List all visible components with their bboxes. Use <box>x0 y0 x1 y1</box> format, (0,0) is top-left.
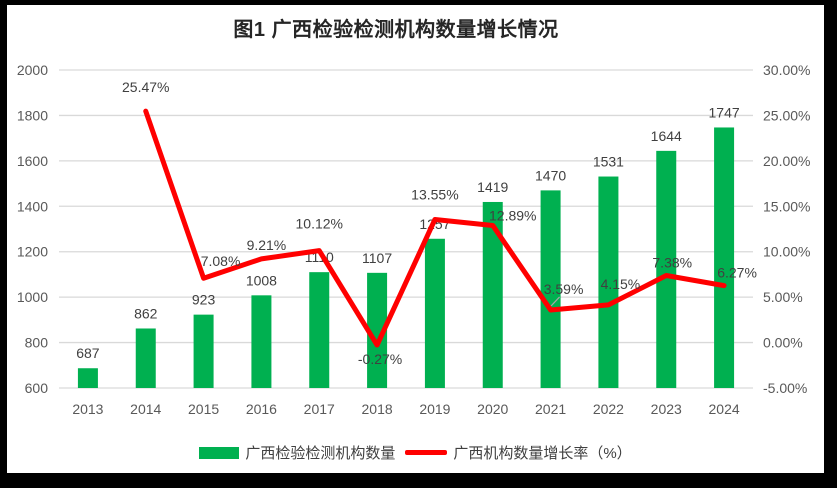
left-axis-tick-label: 1800 <box>17 107 48 123</box>
line-percent-label: 7.08% <box>201 253 241 269</box>
x-axis-tick-label: 2024 <box>709 401 740 417</box>
bar-2023 <box>656 150 677 388</box>
line-percent-label: 6.27% <box>717 265 757 281</box>
bar-value-label: 923 <box>192 292 216 308</box>
bar-2013 <box>77 368 98 388</box>
left-axis-tick-label: 600 <box>25 380 49 396</box>
x-axis-tick-label: 2018 <box>362 401 393 417</box>
bar-value-label: 1008 <box>246 272 277 288</box>
chart-legend: 广西检验检测机构数量 广西机构数量增长率（%） <box>7 442 824 463</box>
bar-2022 <box>598 176 619 388</box>
growth-rate-line <box>143 108 727 348</box>
x-axis-tick-label: 2019 <box>419 401 450 417</box>
bar-value-label: 1747 <box>709 104 740 120</box>
right-axis-tick-label: 25.00% <box>763 107 810 123</box>
right-axis-tick-label: 15.00% <box>763 198 810 214</box>
bar-2015 <box>193 314 214 388</box>
bar-2020 <box>482 201 503 388</box>
x-axis-tick-label: 2014 <box>130 401 161 417</box>
x-axis-tick-label: 2015 <box>188 401 219 417</box>
right-axis-tick-label: 10.00% <box>763 244 810 260</box>
chart-title: 图1 广西检验检测机构数量增长情况 <box>233 19 559 41</box>
line-percent-label: 3.59% <box>544 281 584 297</box>
bar-value-label: 1531 <box>593 154 624 170</box>
line-percent-label: 12.89% <box>489 207 536 223</box>
bar-value-label: 862 <box>134 305 158 321</box>
bar-value-label: 1644 <box>651 128 682 144</box>
left-axis-tick-label: 1000 <box>17 289 48 305</box>
right-axis-tick-label: 5.00% <box>763 289 803 305</box>
bar-value-label: 1107 <box>362 250 392 266</box>
bar-2019 <box>424 238 445 388</box>
left-axis-tick-label: 1600 <box>17 153 48 169</box>
line-percent-label: 10.12% <box>296 216 343 232</box>
x-axis-tick-label: 2022 <box>593 401 624 417</box>
bar-value-label: 1419 <box>477 179 508 195</box>
x-axis-tick-label: 2021 <box>535 401 566 417</box>
bar-value-label: 687 <box>76 345 100 361</box>
x-axis-tick-label: 2017 <box>304 401 335 417</box>
label-leader-line <box>550 296 561 307</box>
left-axis-tick-label: 1200 <box>17 244 48 260</box>
bar-2024 <box>714 127 735 389</box>
legend-line-swatch-icon <box>405 450 448 455</box>
line-percent-label: 25.47% <box>122 79 169 95</box>
bar-2018 <box>367 272 388 388</box>
left-axis-tick-label: 800 <box>25 335 49 351</box>
right-axis-tick-label: 30.00% <box>763 62 810 78</box>
x-axis-tick-label: 2023 <box>651 401 682 417</box>
x-axis-tick-label: 2013 <box>72 401 103 417</box>
bar-2014 <box>135 328 156 388</box>
bar-value-label: 1470 <box>535 167 566 183</box>
line-percent-label: 9.21% <box>247 237 287 253</box>
right-axis-tick-label: 0.00% <box>763 335 803 351</box>
line-percent-label: 13.55% <box>411 186 458 202</box>
line-percent-label: 7.38% <box>652 255 692 271</box>
legend-bar-swatch-icon <box>199 446 240 459</box>
chart-frame: 2000 1800 1600 1400 1200 1000 800 600 30.00% 25.0… <box>7 5 824 473</box>
right-axis-tick-label: 20.00% <box>763 153 810 169</box>
right-axis-tick-label: -5.00% <box>763 380 807 396</box>
bar-2017 <box>309 272 330 388</box>
left-axis-tick-label: 2000 <box>17 62 48 78</box>
legend-line-series-label: 广西机构数量增长率（%） <box>453 445 632 462</box>
line-percent-label: -0.27% <box>358 351 402 367</box>
left-axis-tick-label: 1400 <box>17 198 48 214</box>
bar-2021 <box>540 190 561 388</box>
x-axis-tick-label: 2020 <box>477 401 508 417</box>
bar-2016 <box>251 295 272 388</box>
legend-bar-series-label: 广西检验检测机构数量 <box>245 445 396 462</box>
x-axis-tick-label: 2016 <box>246 401 277 417</box>
line-percent-label: 4.15% <box>601 276 641 292</box>
combo-chart-plot-area: 2000 1800 1600 1400 1200 1000 800 600 30.00% 25.0… <box>17 62 811 417</box>
